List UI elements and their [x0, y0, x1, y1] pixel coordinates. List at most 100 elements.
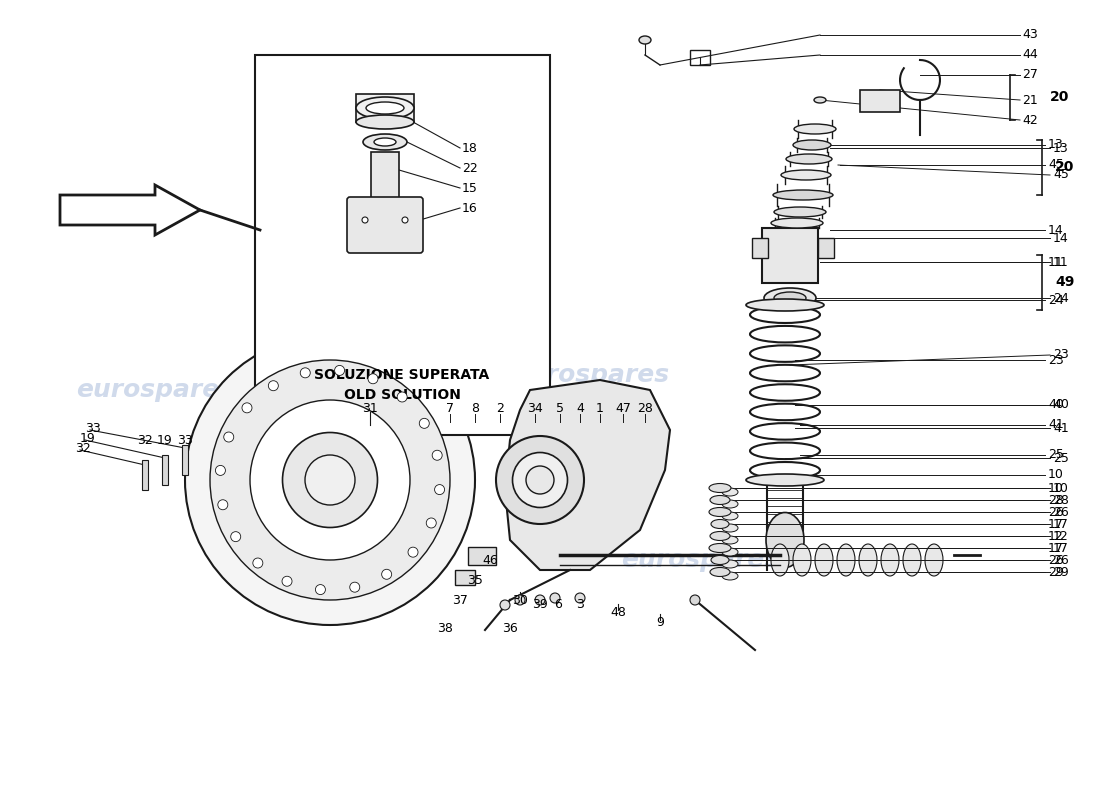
- Circle shape: [242, 403, 252, 413]
- Circle shape: [397, 392, 407, 402]
- Text: 26: 26: [1053, 506, 1069, 518]
- Ellipse shape: [774, 292, 806, 304]
- Text: 28: 28: [637, 402, 653, 414]
- Circle shape: [216, 466, 225, 475]
- Text: 1: 1: [596, 402, 604, 414]
- Text: 4: 4: [576, 402, 584, 414]
- Ellipse shape: [746, 474, 824, 486]
- Ellipse shape: [210, 360, 450, 600]
- Circle shape: [419, 418, 429, 428]
- Text: 30: 30: [513, 594, 528, 606]
- Bar: [752, 238, 768, 258]
- Ellipse shape: [356, 97, 414, 119]
- Ellipse shape: [766, 513, 804, 567]
- Polygon shape: [60, 185, 200, 235]
- Ellipse shape: [710, 543, 732, 553]
- Ellipse shape: [513, 453, 568, 507]
- Circle shape: [223, 432, 233, 442]
- Circle shape: [408, 547, 418, 557]
- Ellipse shape: [774, 207, 826, 217]
- Text: 6: 6: [554, 598, 562, 610]
- Ellipse shape: [496, 436, 584, 524]
- Ellipse shape: [722, 488, 738, 496]
- Circle shape: [282, 576, 292, 586]
- Bar: [182, 445, 188, 475]
- Text: 48: 48: [610, 606, 626, 618]
- Text: SOLUZIONE SUPERATA: SOLUZIONE SUPERATA: [315, 368, 490, 382]
- Circle shape: [690, 595, 700, 605]
- Bar: [455, 570, 475, 585]
- Ellipse shape: [374, 138, 396, 146]
- Ellipse shape: [366, 102, 404, 114]
- Circle shape: [434, 485, 444, 494]
- Ellipse shape: [814, 97, 826, 103]
- Bar: [162, 455, 168, 485]
- Text: 17: 17: [1053, 518, 1069, 530]
- Ellipse shape: [722, 548, 738, 556]
- Ellipse shape: [903, 544, 921, 576]
- Ellipse shape: [535, 595, 544, 605]
- Text: 46: 46: [482, 554, 498, 566]
- Text: 12: 12: [1048, 530, 1064, 542]
- Ellipse shape: [250, 400, 410, 560]
- Text: 17: 17: [1048, 518, 1064, 530]
- Text: 42: 42: [1022, 114, 1037, 126]
- Text: 20: 20: [1055, 160, 1075, 174]
- Text: 29: 29: [1048, 566, 1064, 578]
- Text: 26: 26: [1048, 554, 1064, 566]
- Ellipse shape: [711, 519, 729, 529]
- Text: 7: 7: [446, 402, 454, 414]
- Bar: [371, 152, 399, 202]
- Text: eurospares: eurospares: [76, 378, 234, 402]
- Ellipse shape: [711, 555, 729, 565]
- Text: 26: 26: [1053, 554, 1069, 566]
- Ellipse shape: [722, 512, 738, 520]
- Text: 18: 18: [462, 142, 477, 154]
- Text: 27: 27: [1022, 69, 1038, 82]
- Text: 40: 40: [1048, 398, 1064, 411]
- Text: 10: 10: [1048, 482, 1064, 494]
- Ellipse shape: [771, 218, 823, 228]
- Circle shape: [362, 217, 369, 223]
- Ellipse shape: [710, 483, 732, 493]
- Text: 25: 25: [1053, 451, 1069, 465]
- Text: 43: 43: [1022, 29, 1037, 42]
- Ellipse shape: [363, 134, 407, 150]
- Text: 39: 39: [532, 598, 548, 610]
- Polygon shape: [505, 380, 670, 570]
- Circle shape: [253, 558, 263, 568]
- Text: 21: 21: [1022, 94, 1037, 106]
- Bar: [690, 50, 710, 65]
- Ellipse shape: [283, 433, 377, 527]
- Circle shape: [300, 368, 310, 378]
- Circle shape: [350, 582, 360, 592]
- Text: 14: 14: [1053, 231, 1069, 245]
- Text: 33: 33: [177, 434, 192, 446]
- Ellipse shape: [722, 524, 738, 532]
- Text: 15: 15: [462, 182, 477, 194]
- Ellipse shape: [837, 544, 855, 576]
- Ellipse shape: [881, 544, 899, 576]
- Text: 19: 19: [80, 431, 96, 445]
- FancyBboxPatch shape: [762, 228, 818, 283]
- Text: 22: 22: [462, 162, 477, 174]
- Circle shape: [427, 518, 437, 528]
- Ellipse shape: [526, 466, 554, 494]
- Ellipse shape: [710, 507, 732, 517]
- Ellipse shape: [305, 455, 355, 505]
- Text: 31: 31: [362, 402, 378, 414]
- Text: 13: 13: [1053, 142, 1069, 154]
- Text: 28: 28: [1048, 494, 1064, 506]
- Text: 10: 10: [1053, 482, 1069, 494]
- Ellipse shape: [859, 544, 877, 576]
- Text: 28: 28: [1053, 494, 1069, 506]
- Text: 2: 2: [496, 402, 504, 414]
- Ellipse shape: [815, 544, 833, 576]
- Ellipse shape: [515, 595, 525, 605]
- Ellipse shape: [773, 190, 833, 200]
- Text: 16: 16: [462, 202, 477, 214]
- Text: 47: 47: [615, 402, 631, 414]
- Ellipse shape: [722, 500, 738, 508]
- Text: 3: 3: [576, 598, 584, 610]
- Text: 37: 37: [452, 594, 468, 606]
